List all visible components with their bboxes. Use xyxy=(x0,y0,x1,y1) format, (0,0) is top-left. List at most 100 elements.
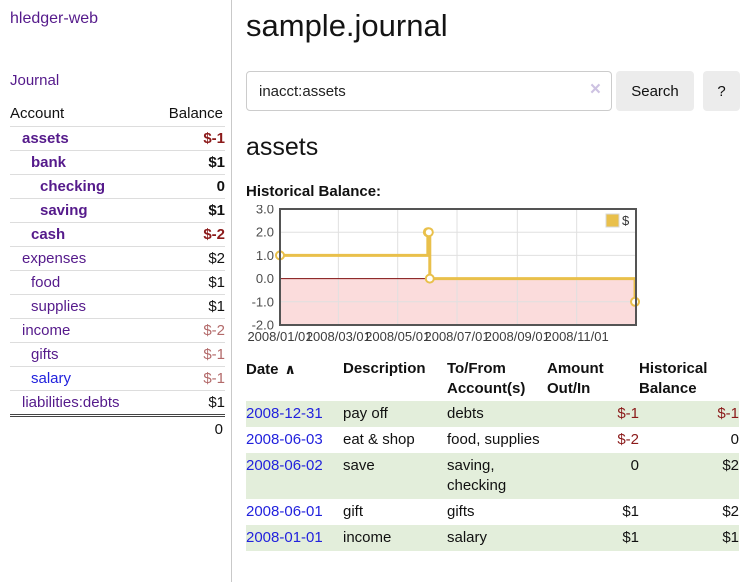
register-balance-cell: $-1 xyxy=(639,401,739,427)
account-name-cell: checking xyxy=(10,174,153,199)
search-input[interactable] xyxy=(246,71,612,111)
account-row: gifts $-1 xyxy=(10,342,225,367)
sidebar-account-link-expenses[interactable]: expenses xyxy=(22,250,87,267)
register-balance-cell: $2 xyxy=(639,453,739,499)
main-content: sample.journal × Search ? assets Histori… xyxy=(232,0,742,582)
register-header-row: Date ∧ Description To/From Account(s) Amo… xyxy=(246,357,739,401)
x-axis-tick-label: 2008/11/01 xyxy=(545,329,609,344)
account-name-cell: assets xyxy=(10,126,153,151)
register-header-balance: Historical Balance xyxy=(639,360,708,397)
accounts-total-value: 0 xyxy=(152,414,225,442)
account-row: assets $-1 xyxy=(10,126,225,151)
x-axis-tick-label: 2008/01/01 xyxy=(247,329,312,344)
sidebar-account-link-supplies[interactable]: supplies xyxy=(31,298,87,315)
account-row: expenses $2 xyxy=(10,246,225,271)
account-balance: $1 xyxy=(152,390,225,416)
data-point xyxy=(423,227,434,238)
register-description-cell: income xyxy=(343,525,447,551)
clear-search-icon[interactable]: × xyxy=(589,79,601,100)
accounts-header-row: Account Balance xyxy=(10,102,225,127)
register-row: 2008-06-02 save saving, checking 0 $2 xyxy=(246,453,739,499)
account-balance: $1 xyxy=(152,198,225,223)
register-amount-cell: $1 xyxy=(622,503,639,520)
transaction-date-link[interactable]: 2008-06-02 xyxy=(246,457,323,474)
sort-ascending-icon: ∧ xyxy=(284,361,296,377)
register-date-cell: 2008-06-03 xyxy=(246,427,343,453)
account-balance: $1 xyxy=(152,150,225,175)
sidebar-account-link-assets[interactable]: assets xyxy=(22,130,69,147)
account-row: checking 0 xyxy=(10,174,225,199)
y-axis-tick-label: 0.0 xyxy=(256,271,274,286)
account-balance: $1 xyxy=(152,294,225,319)
account-balance: $2 xyxy=(152,246,225,271)
account-balance: 0 xyxy=(152,174,225,199)
register-description-cell: eat & shop xyxy=(343,431,415,448)
register-tofrom-cell: salary xyxy=(447,525,547,551)
register-header-date-label: Date xyxy=(246,361,279,378)
accounts-table: Account Balance assets $-1 bank $1 checking 0… xyxy=(10,102,225,442)
search-button[interactable]: Search xyxy=(616,71,694,111)
accounts-header-account: Account xyxy=(10,105,65,122)
account-row: saving $1 xyxy=(10,198,225,223)
account-name-cell: liabilities:debts xyxy=(10,390,153,416)
x-axis-tick-label: 2008/03/01 xyxy=(306,329,371,344)
register-date-cell: 2008-06-02 xyxy=(246,453,343,499)
app-title-link[interactable]: hledger-web xyxy=(10,10,99,27)
register-description-cell: gift xyxy=(343,503,364,520)
account-name-cell: gifts xyxy=(10,342,153,367)
register-header-description: Description xyxy=(343,360,426,377)
register-date-cell: 2008-12-31 xyxy=(246,401,343,427)
account-name-cell: expenses xyxy=(10,246,153,271)
account-name-cell: saving xyxy=(10,198,153,223)
sidebar-account-link-liabilities-debts[interactable]: liabilities:debts xyxy=(22,394,120,411)
sidebar-account-link-checking[interactable]: checking xyxy=(40,178,106,195)
transaction-date-link[interactable]: 2008-12-31 xyxy=(246,405,323,422)
sidebar-item-journal[interactable]: Journal xyxy=(10,72,60,89)
account-balance: $1 xyxy=(152,270,225,295)
plot-border xyxy=(279,208,637,326)
legend-label: $ xyxy=(622,213,630,228)
register-tofrom-cell: food, supplies xyxy=(447,431,540,448)
x-axis-tick-label: 2008/07/01 xyxy=(424,329,489,344)
accounts-header-balance: Balance xyxy=(168,105,223,122)
y-axis-tick-label: -2.0 xyxy=(252,318,274,333)
register-tofrom-cell: gifts xyxy=(447,503,475,520)
transaction-date-link[interactable]: 2008-01-01 xyxy=(246,529,323,546)
page-title: sample.journal xyxy=(246,8,448,43)
register-balance-cell: 0 xyxy=(730,431,739,448)
account-row: supplies $1 xyxy=(10,294,225,319)
x-axis-tick-label: 2008/09/01 xyxy=(485,329,550,344)
y-axis-tick-label: 3.0 xyxy=(256,205,274,217)
register-date-cell: 2008-01-01 xyxy=(246,525,343,551)
account-name-cell: bank xyxy=(10,150,153,175)
register-amount-cell: $1 xyxy=(547,525,639,551)
account-balance: $-1 xyxy=(152,126,225,151)
register-header-amount: Amount Out/In xyxy=(547,360,604,397)
sidebar-account-link-saving[interactable]: saving xyxy=(40,202,88,219)
legend-swatch-icon xyxy=(605,213,620,228)
accounts-total-spacer xyxy=(10,414,153,442)
sidebar-account-link-food[interactable]: food xyxy=(31,274,61,291)
sidebar-account-link-income[interactable]: income xyxy=(22,322,71,339)
sidebar-account-link-bank[interactable]: bank xyxy=(31,154,67,171)
help-button[interactable]: ? xyxy=(703,71,740,111)
account-balance: $-2 xyxy=(152,222,225,247)
register-balance-cell: $2 xyxy=(722,503,739,520)
account-row: salary $-1 xyxy=(10,366,225,391)
register-header-date[interactable]: Date ∧ xyxy=(246,357,343,401)
accounts-total-row: 0 xyxy=(10,414,225,442)
transaction-date-link[interactable]: 2008-06-01 xyxy=(246,503,323,520)
chart-title: Historical Balance: xyxy=(246,183,382,200)
sidebar-account-link-gifts[interactable]: gifts xyxy=(31,346,59,363)
sidebar-account-link-salary[interactable]: salary xyxy=(31,370,72,387)
register-description-cell: pay off xyxy=(343,401,447,427)
account-heading: assets xyxy=(246,133,319,161)
account-balance: $-1 xyxy=(152,342,225,367)
register-amount-cell: $-2 xyxy=(617,431,639,448)
register-table: Date ∧ Description To/From Account(s) Amo… xyxy=(246,357,739,551)
transaction-date-link[interactable]: 2008-06-03 xyxy=(246,431,323,448)
sidebar-account-link-cash[interactable]: cash xyxy=(31,226,66,243)
historical-balance-chart: $3.0 2.0 1.0 0.0 -1.0 -2.02008/01/012008/03/0… xyxy=(247,205,641,344)
account-name-cell: cash xyxy=(10,222,153,247)
register-amount-cell: $-1 xyxy=(547,401,639,427)
